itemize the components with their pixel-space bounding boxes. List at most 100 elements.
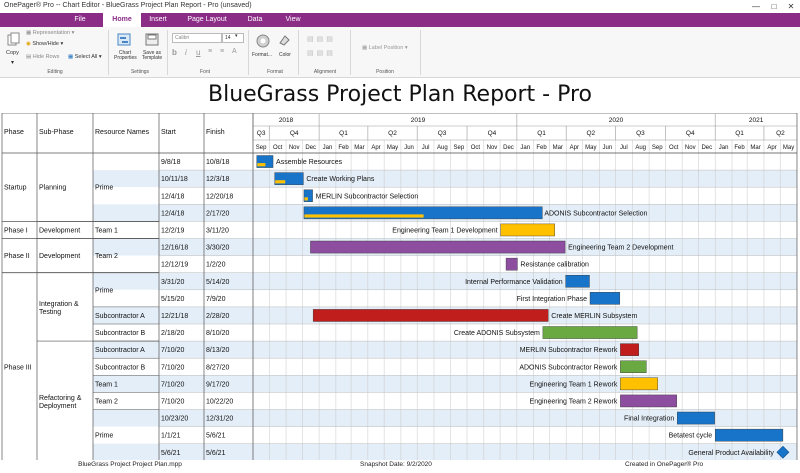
gantt-row-background: [93, 341, 797, 359]
task-bar[interactable]: [505, 257, 518, 271]
gantt-row-background: [93, 409, 797, 427]
hide-rows-button[interactable]: ▤ Hide Rows: [26, 54, 59, 60]
italic-button[interactable]: i: [185, 48, 187, 57]
bold-button[interactable]: b: [172, 48, 177, 57]
task-bar[interactable]: [620, 360, 647, 373]
tab-page-layout[interactable]: Page Layout: [187, 16, 227, 23]
align-center-icon[interactable]: ≡: [220, 48, 225, 55]
show-hide-button[interactable]: ◉ Show/Hide ▾: [26, 41, 64, 47]
tab-data[interactable]: Data: [247, 16, 263, 23]
finish-date-cell: 1/2/20: [206, 262, 226, 269]
representation-button[interactable]: ▦ Representation ▾: [26, 30, 75, 36]
task-label: Betatest cycle: [669, 433, 713, 440]
phase-label: Phase I: [4, 227, 28, 234]
task-bar[interactable]: [500, 223, 556, 237]
timeline-month-label: Apr: [570, 145, 579, 151]
start-date-cell: 10/23/20: [161, 416, 188, 423]
start-date-cell: 1/1/21: [161, 433, 181, 440]
hide-rows-label: Hide Rows: [32, 54, 60, 60]
resource-label: Subcontractor A: [95, 313, 145, 320]
gantt-row-background: [93, 221, 797, 239]
start-date-cell: 7/10/20: [161, 381, 184, 388]
copy-dropdown-icon[interactable]: ▾: [11, 60, 15, 66]
tab-view[interactable]: View: [285, 16, 301, 23]
subphase-label: Integration &: [39, 301, 79, 308]
task-bar[interactable]: [542, 326, 638, 339]
footer-snapshot-date: Snapshot Date: 9/2/2020: [360, 461, 432, 468]
timeline-month-label: Dec: [305, 145, 316, 151]
task-label: Create Working Plans: [306, 176, 374, 183]
task-bar[interactable]: [620, 343, 639, 356]
timeline-quarter-label: Q1: [537, 130, 546, 137]
task-label: First Integration Phase: [517, 296, 588, 303]
font-size-select[interactable]: 14: [222, 33, 244, 43]
hide-rows-icon: ▤: [26, 54, 33, 60]
label-position-button[interactable]: ▦ Label Position ▾: [362, 45, 408, 51]
milestone-diamond[interactable]: [776, 445, 790, 459]
tab-home[interactable]: Home: [103, 13, 141, 27]
finish-date-cell: 9/17/20: [206, 381, 229, 388]
task-bar[interactable]: [303, 189, 313, 202]
font-size-dropdown-icon[interactable]: ▾: [235, 33, 238, 39]
chart-properties-button[interactable]: Chart Properties: [114, 50, 137, 61]
ribbon-separator: [248, 30, 249, 75]
subphase-label: Refactoring &: [39, 395, 82, 402]
tab-file[interactable]: File: [74, 16, 86, 23]
task-bar[interactable]: [312, 309, 549, 322]
finish-date-cell: 12/20/18: [206, 193, 233, 200]
timeline-month-label: Feb: [536, 145, 547, 151]
finish-date-cell: 3/11/20: [206, 227, 229, 234]
timeline-month-label: Nov: [487, 145, 498, 151]
minimize-icon[interactable]: —: [752, 2, 760, 11]
column-header-resource-names: Resource Names: [95, 129, 150, 136]
task-bar[interactable]: [565, 274, 590, 288]
task-bar[interactable]: [714, 428, 784, 442]
task-bar[interactable]: [620, 377, 658, 391]
format-button[interactable]: Format...: [252, 52, 273, 58]
resource-label: Prime: [95, 185, 113, 192]
task-bar[interactable]: [677, 411, 715, 425]
timeline-quarter-label: Q2: [586, 130, 595, 137]
format-icon: [256, 34, 270, 48]
font-name-select[interactable]: Calibri: [172, 33, 222, 43]
finish-date-cell: 5/14/20: [206, 279, 229, 286]
save-as-template-button[interactable]: Save as Template: [141, 50, 163, 61]
close-icon[interactable]: ✕: [787, 2, 795, 11]
timeline-month-label: Feb: [734, 145, 745, 151]
task-bar[interactable]: [620, 394, 677, 408]
start-date-cell: 9/8/18: [161, 159, 181, 166]
timeline-month-label: Sep: [256, 145, 267, 151]
finish-date-cell: 5/6/21: [206, 450, 226, 457]
finish-date-cell: 3/30/20: [206, 245, 229, 252]
maximize-icon[interactable]: □: [771, 2, 777, 11]
color-button[interactable]: Color: [279, 52, 291, 58]
resource-label: Subcontractor A: [95, 347, 145, 354]
task-label: Final Integration: [624, 416, 674, 423]
task-bar[interactable]: [589, 292, 621, 305]
finish-date-cell: 10/22/20: [206, 398, 233, 405]
gantt-chart: Phase Sub-Phase Resource Names Start Finish 2…: [1, 113, 798, 460]
underline-button[interactable]: u: [196, 48, 201, 57]
footer-file-name: BlueGrass Project Project Plan.mpp: [78, 461, 182, 468]
timeline-month-label: Aug: [437, 145, 448, 151]
task-label: Engineering Team 1 Development: [392, 227, 497, 234]
gantt-row-background: [93, 153, 797, 171]
timeline-month-label: Feb: [338, 145, 349, 151]
show-hide-icon: ◉: [26, 41, 33, 47]
align-left-icon[interactable]: ≡: [208, 48, 213, 55]
select-all-button[interactable]: ▦ Select All ▾: [68, 54, 102, 60]
subphase-label: Planning: [39, 185, 66, 192]
copy-button[interactable]: Copy: [6, 50, 19, 56]
font-color-icon[interactable]: A: [232, 48, 237, 55]
group-label-editing: Editing: [47, 69, 63, 75]
tab-insert[interactable]: Insert: [149, 16, 167, 23]
timeline-month-label: Jan: [323, 145, 333, 151]
resource-label: Team 2: [95, 253, 118, 260]
task-label: Internal Performance Validation: [465, 279, 563, 286]
timeline-month-label: Nov: [289, 145, 300, 151]
save-as-template-icon: [145, 33, 159, 46]
timeline-year-label: 2019: [411, 117, 426, 124]
task-bar[interactable]: [310, 240, 566, 254]
alignment-buttons[interactable]: ▤▤▤: [307, 36, 336, 43]
alignment-buttons-row-2[interactable]: ▤▤▤: [307, 50, 336, 57]
